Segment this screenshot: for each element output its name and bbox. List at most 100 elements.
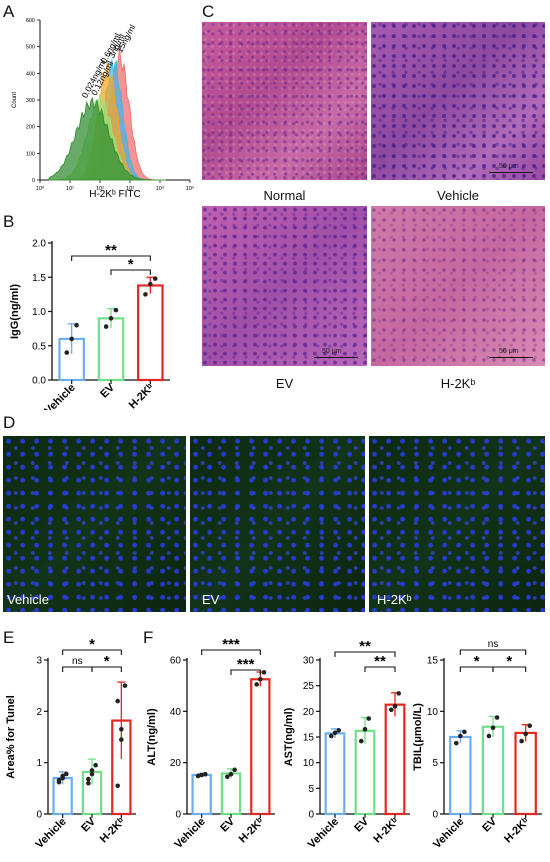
x-tick-label: Vehicle — [42, 382, 77, 410]
y-tick-label: 15 — [427, 656, 439, 667]
significance-label: ** — [105, 242, 117, 259]
bar — [449, 735, 472, 816]
data-point — [89, 771, 95, 777]
scale-bar-label: 50 μm — [499, 163, 519, 170]
data-point — [56, 777, 62, 783]
y-tick-label: 0 — [432, 810, 438, 821]
data-point — [203, 771, 208, 777]
x-tick-label: H-2Kᵇ — [502, 815, 532, 845]
x-tick-label: 10⁵ — [186, 185, 194, 192]
bar — [191, 773, 212, 816]
data-point — [225, 774, 230, 780]
histology-caption-normal: Normal — [263, 188, 306, 203]
significance-label: *** — [237, 656, 255, 673]
significance-label: * — [128, 256, 134, 273]
x-tick-label: 10² — [96, 186, 104, 192]
y-axis-label: IgG(ng/ml) — [9, 284, 21, 339]
panel-label-b: B — [3, 212, 15, 231]
data-point — [64, 350, 70, 355]
data-point — [362, 727, 368, 732]
x-tick-label: 10³ — [126, 186, 134, 192]
data-point — [494, 715, 500, 720]
y-tick-label: 0.5 — [32, 341, 46, 352]
data-point — [519, 738, 524, 744]
data-point — [232, 767, 237, 773]
y-tick-label: 0.0 — [32, 376, 46, 387]
y-tick-label: 200 — [26, 125, 35, 131]
tunel-image-h2kb: H-2Kᵇ — [369, 436, 545, 612]
histogram-series — [48, 97, 166, 181]
bar — [481, 725, 505, 816]
ast-bar-chart: 0 5 10 15 20 25 30 AST(ng/ml) Vehicle EV H-2Kᵇ **** — [283, 638, 410, 851]
y-tick-label: 15 — [303, 733, 315, 744]
tunel-bar-chart: 0 1 2 3 Area% for Tunel Vehicle EV H-2Kᵇ * ns * — [5, 636, 136, 851]
scale-bar — [489, 172, 533, 173]
significance-bracket — [71, 255, 151, 261]
y-tick-label: 40 — [170, 707, 182, 718]
significance-label: ns — [72, 656, 83, 667]
x-tick-label: 10¹ — [66, 186, 74, 192]
y-tick-label: 0 — [36, 810, 42, 821]
significance-bracket — [334, 651, 396, 657]
significance-label: * — [506, 653, 512, 670]
x-tick-label: EV — [218, 815, 237, 834]
y-tick-label: 25 — [303, 681, 315, 692]
data-point — [527, 723, 533, 729]
panel-label-f: F — [143, 628, 154, 647]
data-point — [93, 762, 98, 768]
y-tick-label: 20 — [303, 707, 315, 718]
bar — [250, 678, 271, 816]
y-tick-label: 0 — [32, 178, 35, 184]
data-point — [64, 771, 69, 777]
data-point — [60, 773, 65, 779]
y-tick-label: 1.5 — [32, 273, 46, 284]
data-point — [336, 728, 342, 733]
data-point — [89, 768, 95, 773]
data-point — [195, 773, 201, 779]
significance-label: ** — [374, 653, 386, 670]
data-point — [392, 703, 398, 709]
data-point — [74, 322, 79, 328]
x-tick-label: H-2Kᵇ — [127, 381, 157, 410]
y-axis-label: Area% for Tunel — [5, 695, 17, 779]
data-point — [396, 691, 402, 696]
y-axis-label: AST(ng/ml) — [283, 707, 295, 766]
data-point — [86, 780, 91, 786]
data-point — [261, 670, 267, 675]
tunel-image-vehicle: Vehicle — [3, 436, 186, 612]
significance-bracket — [492, 666, 527, 672]
y-tick-label: 5 — [308, 784, 314, 795]
bar — [137, 284, 164, 382]
x-tick-label: Vehicle — [431, 816, 466, 851]
significance-bracket — [201, 649, 261, 655]
significance-label: * — [104, 653, 110, 670]
y-tick-label: 1.0 — [32, 307, 46, 318]
panel-label-d: D — [3, 413, 16, 432]
data-point — [358, 738, 364, 744]
tbil-bar-chart: 0 5 10 15 TBIL(μmol/L) Vehicle EV H-2Kᵇ ns * * — [412, 639, 542, 851]
data-point — [332, 730, 338, 736]
x-tick-label: EV — [480, 815, 499, 834]
histology-image-normal — [202, 22, 367, 180]
data-point — [388, 707, 394, 713]
y-axis-label: ALT(ng/ml) — [146, 708, 158, 766]
data-point — [458, 733, 463, 739]
data-point — [228, 771, 234, 777]
bar — [384, 703, 406, 816]
tunel-caption-vehicle: Vehicle — [7, 592, 49, 607]
panel-label-e: E — [3, 628, 15, 647]
histology-image-h2kb: 50 μm — [371, 206, 545, 366]
y-tick-label: 300 — [26, 98, 35, 104]
data-point — [486, 733, 492, 739]
x-tick-label: Vehicle — [33, 816, 68, 851]
y-tick-label: 0 — [175, 810, 181, 821]
data-point — [86, 776, 91, 782]
data-point — [366, 716, 372, 721]
y-tick-label: 20 — [170, 758, 182, 769]
x-tick-label: H-2Kᵇ — [237, 815, 267, 845]
flow-histogram-chart: 0 100 200 300 400 500 600 10⁰ 10¹ 10² 10³ 10⁴ 10⁵ Cou… — [12, 18, 194, 200]
y-axis-label: TBIL(μmol/L) — [412, 703, 424, 771]
x-tick-label: 10⁴ — [156, 185, 165, 192]
y-tick-label: 400 — [26, 71, 35, 77]
y-tick-label: 60 — [170, 656, 182, 667]
